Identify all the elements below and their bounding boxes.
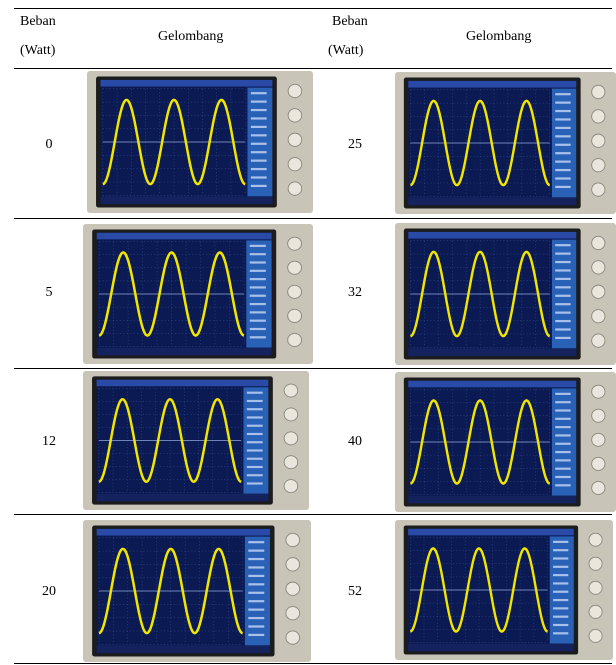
load-value-cell: 52 bbox=[348, 584, 362, 599]
header-load-right-line1: Beban bbox=[332, 14, 368, 29]
load-value-cell: 0 bbox=[45, 137, 53, 152]
load-value-cell: 32 bbox=[348, 285, 362, 300]
header-wave-right: Gelombang bbox=[466, 29, 532, 44]
oscilloscope-photo bbox=[395, 223, 616, 365]
load-value-cell: 5 bbox=[45, 285, 53, 300]
row-divider-2 bbox=[14, 368, 612, 369]
header-load-right-line2: (Watt) bbox=[328, 43, 364, 58]
oscilloscope-photo bbox=[83, 520, 311, 662]
oscilloscope-photo bbox=[87, 71, 313, 213]
load-value-cell: 25 bbox=[348, 137, 362, 152]
header-wave-left: Gelombang bbox=[158, 29, 224, 44]
header-bottom-rule bbox=[14, 68, 612, 69]
row-divider-3 bbox=[14, 514, 612, 515]
oscilloscope-photo bbox=[395, 72, 616, 214]
oscilloscope-photo bbox=[83, 224, 313, 364]
load-value-cell: 12 bbox=[42, 434, 56, 449]
table-bottom-rule bbox=[14, 663, 612, 664]
oscilloscope-photo bbox=[83, 371, 309, 510]
row-divider-1 bbox=[14, 218, 612, 219]
header-load-left-line1: Beban bbox=[20, 14, 56, 29]
table-top-rule bbox=[14, 8, 612, 9]
oscilloscope-photo bbox=[395, 520, 613, 660]
oscilloscope-photo bbox=[395, 372, 616, 512]
header-load-left-line2: (Watt) bbox=[20, 43, 56, 58]
load-value-cell: 40 bbox=[348, 434, 362, 449]
load-value-cell: 20 bbox=[42, 584, 56, 599]
